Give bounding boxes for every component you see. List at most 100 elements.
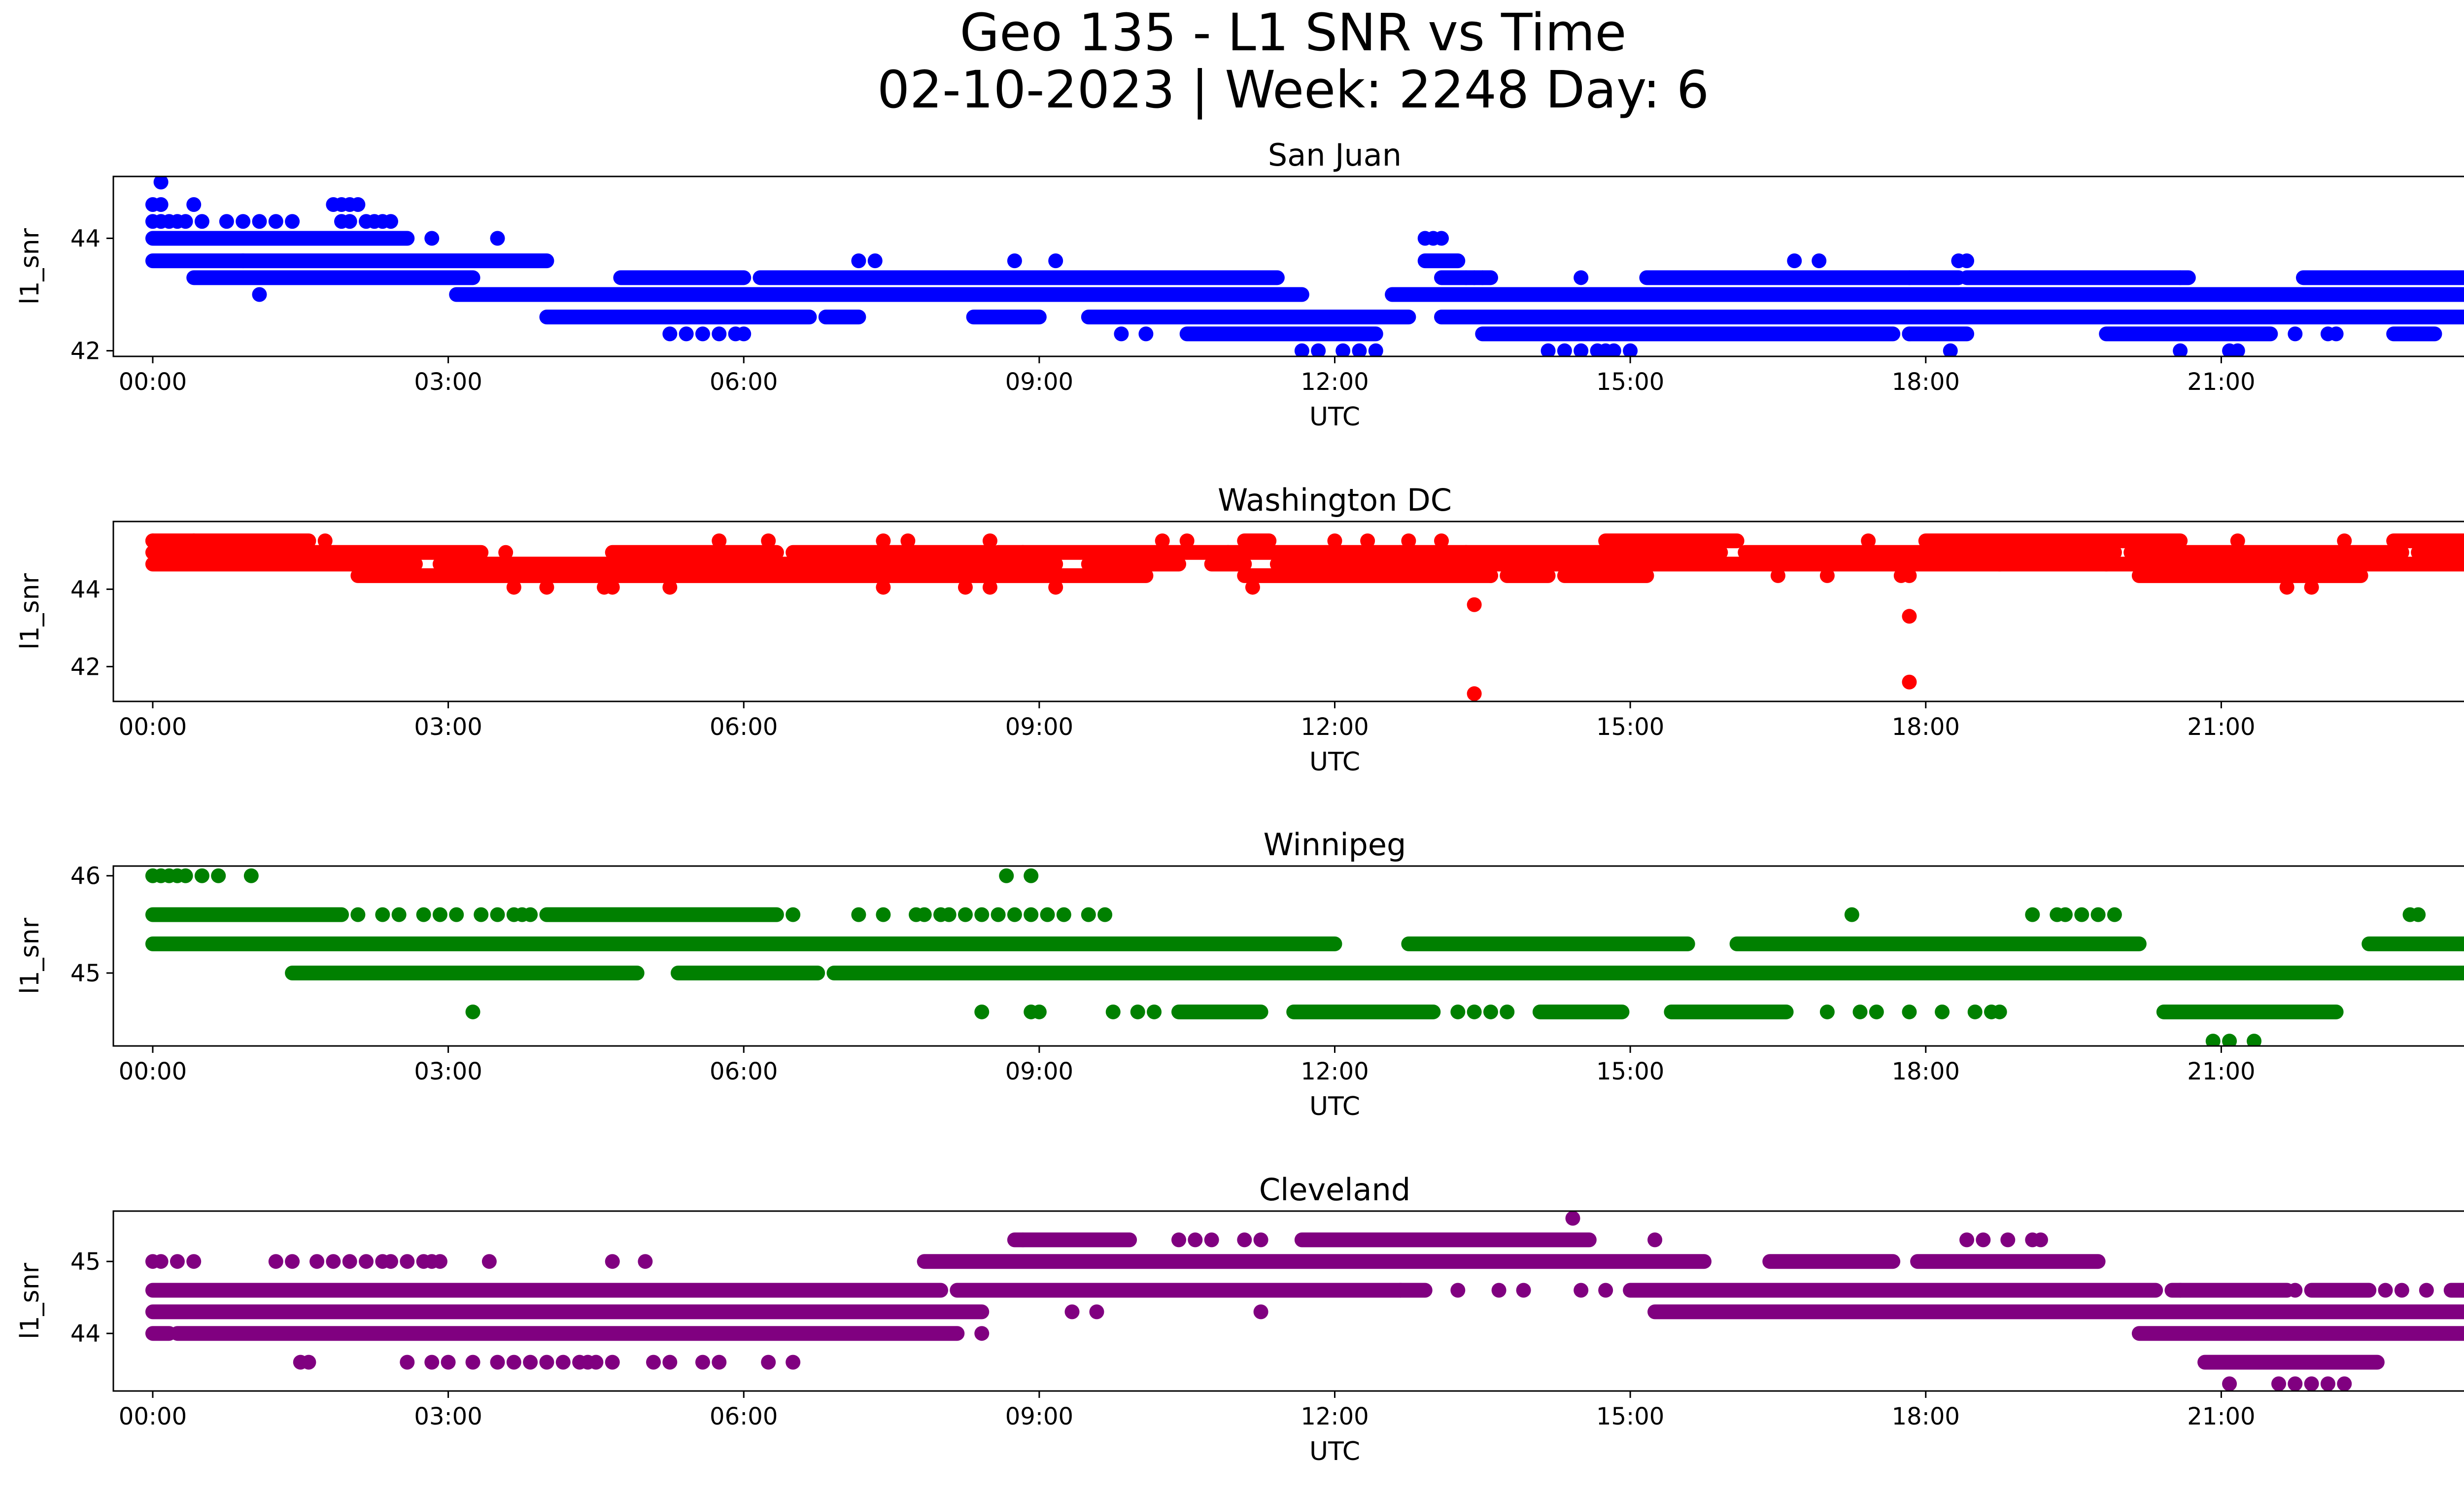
data-point <box>851 907 866 922</box>
data-point <box>1467 597 1482 612</box>
x-tick-label: 12:00 <box>1300 1403 1369 1430</box>
data-point <box>243 868 259 883</box>
data-point <box>465 1355 480 1370</box>
x-tick-label: 18:00 <box>1892 713 1960 741</box>
data-point <box>974 907 990 922</box>
data-point <box>1311 343 1326 356</box>
data-point <box>211 868 226 883</box>
data-point <box>1902 326 1917 342</box>
data-point <box>474 907 489 922</box>
data-point <box>326 1254 341 1269</box>
data-point <box>1565 1211 1580 1226</box>
data-point <box>982 580 997 595</box>
data-point <box>2378 1283 2393 1298</box>
data-point <box>186 197 202 212</box>
x-tick-label: 18:00 <box>1892 368 1960 396</box>
data-point <box>1352 343 1367 356</box>
data-point <box>153 176 169 190</box>
y-axis-label: l1_snr <box>15 917 45 994</box>
data-point <box>2033 1232 2048 1248</box>
data-point <box>662 580 678 595</box>
data-point <box>695 326 710 342</box>
data-point <box>1393 545 1408 560</box>
data-point <box>1393 1283 1408 1298</box>
data-point <box>1097 907 1113 922</box>
y-tick-label: 45 <box>70 960 101 987</box>
data-point <box>539 580 554 595</box>
data-point <box>350 197 366 212</box>
y-tick-label: 46 <box>70 863 101 890</box>
y-axis-label: l1_snr <box>15 1262 45 1339</box>
data-point <box>1237 1232 1252 1248</box>
figure-title: Geo 135 - L1 SNR vs Time <box>959 2 1626 63</box>
data-point <box>1401 533 1416 549</box>
data-point <box>1081 907 1096 922</box>
data-point <box>2288 1283 2303 1298</box>
data-point <box>1114 326 1129 342</box>
data-point <box>1253 1304 1268 1320</box>
data-point <box>1434 231 1449 246</box>
data-point <box>1902 609 1917 624</box>
y-axis-label: l1_snr <box>15 228 45 305</box>
data-point <box>1048 253 1063 269</box>
data-point <box>170 1254 185 1269</box>
data-point <box>1844 907 1859 922</box>
data-point <box>1992 1004 2007 1019</box>
data-point <box>350 907 366 922</box>
subplot-panels: San Juan 00:00 03:00 06:00 09:00 12:00 15:00 18… <box>15 137 2464 1466</box>
data-point <box>2173 270 2188 285</box>
data-point <box>481 1254 497 1269</box>
data-point <box>1245 580 1260 595</box>
x-tick-label: 21:00 <box>2187 713 2255 741</box>
data-point <box>1024 868 1039 883</box>
data-point <box>194 868 209 883</box>
data-point <box>1220 545 1235 560</box>
data-point <box>1031 1004 1047 1019</box>
data-point <box>712 533 727 549</box>
data-point <box>679 326 694 342</box>
data-point <box>2173 343 2188 356</box>
data-point <box>876 533 891 549</box>
x-tick-label: 15:00 <box>1596 713 1664 741</box>
data-point <box>695 1355 710 1370</box>
data-point <box>1089 1304 1104 1320</box>
data-point <box>1064 1304 1080 1320</box>
data-point <box>1819 1004 1835 1019</box>
x-tick-label: 15:00 <box>1596 368 1664 396</box>
data-point <box>186 533 202 549</box>
data-point <box>2279 580 2294 595</box>
data-point <box>301 1355 316 1370</box>
data-point <box>2222 1376 2237 1391</box>
data-point <box>941 907 957 922</box>
data-point <box>424 1355 440 1370</box>
x-tick-label: 03:00 <box>414 368 482 396</box>
data-point <box>974 1004 990 1019</box>
data-series <box>145 176 2464 356</box>
data-point <box>178 868 193 883</box>
data-point <box>917 907 932 922</box>
data-point <box>268 1254 283 1269</box>
data-point <box>1574 343 1589 356</box>
data-point <box>1335 343 1351 356</box>
x-tick-label: 12:00 <box>1300 368 1369 396</box>
data-point <box>1188 1232 1203 1248</box>
figure-subtitle: 02-10-2023 | Week: 2248 Day: 6 <box>877 60 1709 120</box>
data-point <box>662 1355 678 1370</box>
data-point <box>1557 343 1572 356</box>
data-point <box>2288 326 2303 342</box>
data-point <box>991 907 1006 922</box>
subplot-title: Washington DC <box>1218 482 1452 518</box>
data-point <box>1171 1232 1187 1248</box>
data-point <box>2230 533 2245 549</box>
data-point <box>219 214 234 229</box>
data-series <box>145 533 2464 701</box>
data-point <box>1902 568 1917 583</box>
data-point <box>236 214 251 229</box>
x-tick-label: 06:00 <box>710 1058 778 1085</box>
data-point <box>1007 253 1022 269</box>
data-point <box>285 214 300 229</box>
data-point <box>2419 1283 2434 1298</box>
data-point <box>1959 1232 1975 1248</box>
y-tick-label: 42 <box>70 653 101 681</box>
